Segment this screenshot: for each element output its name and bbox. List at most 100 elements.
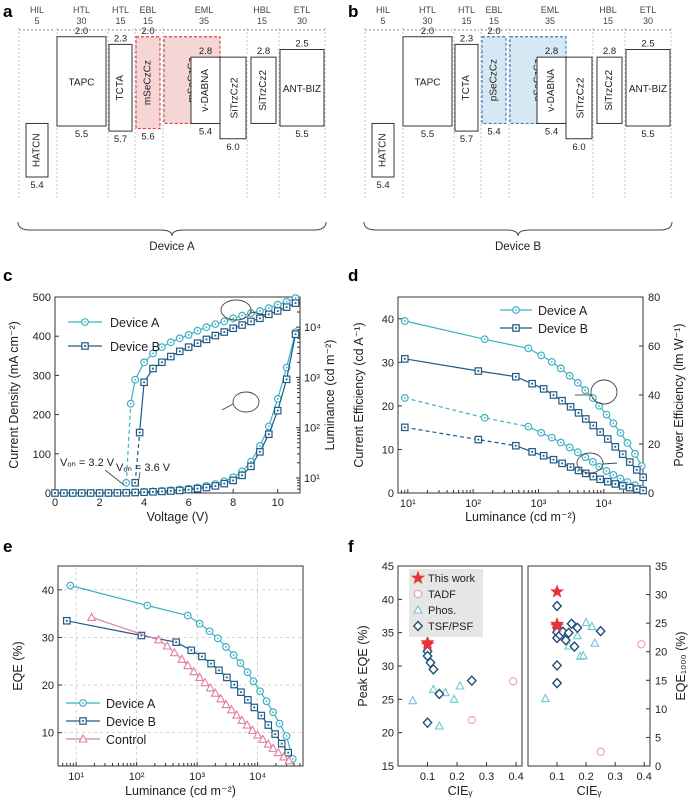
data-point: [169, 647, 180, 657]
x-axis-label: CIEᵧ: [448, 784, 474, 798]
data-point: [273, 747, 284, 757]
data-point-dot: [265, 700, 268, 703]
scatter-point-phos: [572, 630, 583, 640]
energy-box-v-DABNA: [190, 56, 221, 124]
data-point-dot: [143, 381, 145, 384]
data-point: [242, 719, 252, 729]
y2-axis-label: Power Efficiency (lm W⁻¹): [672, 323, 686, 466]
data-point-dot: [152, 490, 154, 493]
data-point-dot: [614, 483, 617, 485]
x-tick-label: 10³: [531, 498, 547, 510]
annotation-ellipse: [590, 379, 618, 405]
material-label: SiTrzCz2: [604, 69, 615, 110]
data-point-dot: [208, 630, 211, 633]
data-point: [194, 672, 205, 681]
legend-marker-dot: [84, 345, 86, 347]
energy-box-TCTA: [454, 43, 479, 132]
data-point-dot: [598, 465, 601, 468]
homo-level: 5.4: [376, 180, 389, 191]
plot-frame: [57, 565, 304, 767]
scatter-point-phos: [434, 720, 445, 730]
data-point-dot: [542, 388, 545, 390]
homo-level: 5.6: [141, 132, 154, 143]
homo-level: 5.4: [545, 126, 558, 137]
data-point-dot: [561, 399, 563, 402]
energy-box-TCTA: [108, 43, 133, 132]
panel-label-d: d: [348, 266, 358, 285]
material-label: HATCN: [32, 133, 43, 167]
layer-name: HTL: [458, 5, 475, 15]
data-point-dot: [514, 444, 517, 447]
legend-label: Device B: [110, 340, 160, 354]
data-point-dot: [210, 662, 212, 665]
y-tick-label: 10: [42, 728, 54, 740]
data-point-dot: [606, 438, 609, 440]
chart-efficiency: 10¹ 10² 10³ 10⁴ 0 10 20 30 40 0 20 40 60 80 Luminance …: [352, 292, 686, 524]
data-point-dot: [531, 450, 534, 453]
energy-box-mSeCzCz: [135, 36, 161, 130]
material-label: v-DABNA: [546, 69, 557, 112]
data-point-dot: [577, 469, 580, 472]
y-tick-label: 45: [382, 561, 394, 573]
data-point-dot: [550, 360, 553, 363]
data-point: [210, 687, 221, 697]
data-point-dot: [605, 470, 608, 472]
data-point-dot: [592, 424, 595, 427]
series-line: [70, 584, 294, 760]
scatter-point-tadf: [508, 677, 518, 686]
legend-marker-dot: [84, 321, 86, 323]
layer-name: HIL: [376, 5, 390, 15]
data-point-dot: [223, 482, 226, 485]
energy-box-pSeCzCz: [481, 36, 507, 125]
x-tick-label: 10²: [129, 771, 145, 783]
legend-marker: [413, 589, 423, 599]
legend-label: Device B: [538, 322, 588, 336]
y-axis-label: EQE (%): [11, 641, 25, 690]
lumo-level: 2.5: [641, 39, 654, 50]
scatter-point-phos: [587, 621, 597, 631]
y-tick-label: 200: [33, 410, 51, 422]
data-point-dot: [134, 481, 137, 484]
layer-name: HBL: [599, 5, 617, 15]
data-point-dot: [274, 733, 277, 735]
data-point-dot: [225, 646, 227, 648]
layer-thickness: 15: [143, 16, 153, 26]
data-point-dot: [584, 456, 587, 459]
data-point-dot: [89, 492, 92, 494]
energy-diagram-device-a: HIL5HTL30HTL15EBL15EML35HBL15ETL30HATCN5…: [17, 5, 327, 253]
data-point-dot: [621, 453, 624, 456]
data-point-dot: [71, 492, 74, 494]
x-tick-label: 0: [52, 497, 58, 509]
data-point-dot: [69, 584, 72, 587]
lumo-level: 2.0: [75, 26, 88, 37]
material-label: HATCN: [378, 133, 389, 167]
energy-box-SiTrzCz2: [250, 56, 277, 124]
panel-label-a: a: [3, 2, 13, 21]
data-point-dot: [152, 367, 154, 370]
scatter-point-tsf: [422, 717, 433, 729]
series-line-dashed: [404, 426, 516, 447]
data-point-dot: [252, 680, 255, 683]
data-point-dot: [190, 649, 193, 652]
y2-tick-label: 60: [648, 341, 660, 353]
y-tick-label: 20: [382, 401, 394, 413]
homo-level: 5.4: [199, 126, 212, 137]
data-point-dot: [619, 431, 622, 434]
legend-marker: [413, 604, 423, 614]
y-tick-label: 0: [388, 488, 394, 500]
legend-marker-dot: [82, 702, 84, 704]
y-axis-label: Peak EQE (%): [356, 625, 370, 706]
y-axis-label: Current Efficiency (cd A⁻¹): [352, 322, 366, 467]
lumo-level: 2.0: [421, 26, 434, 37]
y-tick-label: 15: [382, 761, 394, 773]
scatter-point-phos: [455, 680, 465, 690]
y2-tick-label: 20: [655, 647, 667, 659]
data-point-dot: [577, 411, 580, 414]
data-point-dot: [214, 334, 217, 337]
data-point-dot: [250, 465, 252, 468]
plot-frame-right: [527, 565, 651, 767]
scatter-point-tsf: [563, 627, 574, 639]
series-line: [55, 334, 297, 494]
energy-diagram-device-b: HIL5HTL30HTL15EBL15EML35HBL15ETL30HATCN5…: [363, 5, 673, 253]
